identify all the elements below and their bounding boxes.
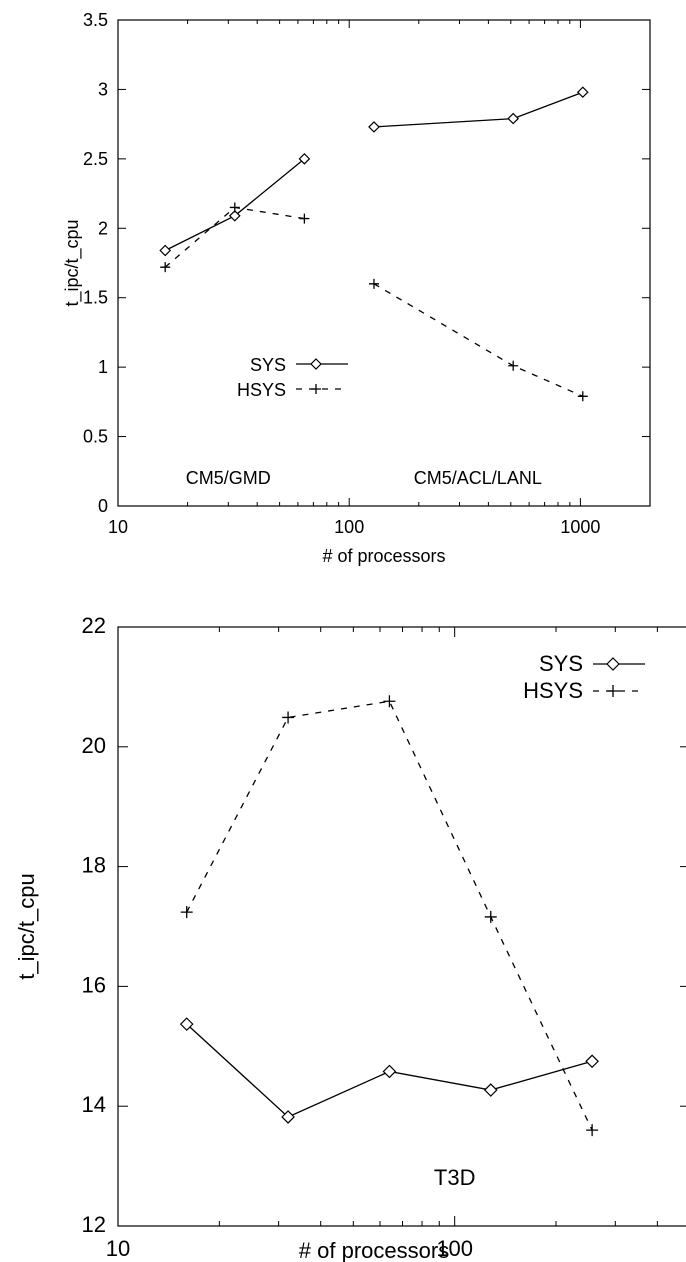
plot-frame (117, 19, 651, 507)
x-tick-label: 10 (108, 517, 128, 537)
series-hsys-point (160, 262, 171, 273)
y-tick-label: 16 (82, 972, 106, 997)
x-tick-label: 100 (436, 1236, 473, 1261)
series-sys-point (159, 244, 172, 257)
series-sys-point (228, 209, 241, 222)
y-tick-label: 3 (98, 79, 108, 99)
x-axis-label: # of processors (322, 546, 445, 566)
series-hsys-line (373, 283, 584, 397)
plus-marker-stroke (508, 360, 519, 371)
y-tick-label: 3.5 (83, 10, 108, 30)
series-sys-point (585, 1054, 599, 1069)
y-tick-label: 20 (82, 733, 106, 758)
y-tick-label: 2.5 (83, 149, 108, 169)
plus-marker-stroke (383, 695, 396, 708)
region-annotation: CM5/GMD (186, 468, 271, 488)
plot-frame (117, 626, 686, 1227)
series-hsys-point (577, 391, 588, 402)
plus-marker-stroke (311, 384, 321, 394)
series-sys-point (281, 1110, 295, 1124)
legend-label: SYS (250, 355, 286, 375)
plus-marker-stroke (586, 1124, 599, 1137)
legend-label: HSYS (237, 380, 286, 400)
series-hsys-line (186, 700, 593, 1131)
series-hsys-point (383, 695, 396, 708)
plus-marker-stroke (299, 213, 310, 224)
legend-plus-marker (311, 384, 321, 394)
x-tick-label: 1000 (560, 517, 600, 537)
legend-plus-marker (607, 685, 619, 697)
series-hsys-point (299, 213, 310, 224)
plus-marker-stroke (160, 262, 171, 273)
series-sys-point (483, 1083, 498, 1097)
plus-marker-stroke (484, 910, 497, 923)
series-hsys-point (484, 910, 497, 923)
series-hsys-point (586, 1124, 599, 1137)
plus-marker-stroke (282, 711, 295, 724)
plus-marker-stroke (577, 391, 588, 402)
legend-label: SYS (539, 651, 583, 676)
plus-marker-stroke (368, 278, 379, 289)
y-tick-label: 1.5 (83, 288, 108, 308)
x-tick-label: 10 (106, 1236, 130, 1261)
series-sys-line (373, 91, 584, 128)
chart-t3d: 12 14 16 18 20 22 10 100# of processors t_ipc/t_… (14, 613, 686, 1262)
y-tick-label: 0 (98, 496, 108, 516)
legend-label: HSYS (523, 678, 583, 703)
y-tick-label: 12 (82, 1212, 106, 1237)
region-annotation: T3D (434, 1165, 476, 1190)
y-axis-label: t_ipc/t_cpu (14, 873, 39, 979)
y-tick-label: 1 (98, 357, 108, 377)
y-tick-label: 2 (98, 218, 108, 238)
region-annotation: CM5/ACL/LANL (414, 468, 542, 488)
legend-diamond-marker (310, 358, 322, 370)
x-axis-label: # of processors (299, 1238, 449, 1262)
series-sys-point (576, 86, 589, 99)
y-tick-label: 18 (82, 853, 106, 878)
plus-marker-stroke (180, 906, 193, 919)
series-sys-point (298, 153, 311, 165)
y-tick-label: 14 (82, 1092, 106, 1117)
y-axis-label: t_ipc/t_cpu (62, 219, 83, 306)
legend-diamond-marker (606, 657, 620, 671)
y-tick-label: 0.5 (83, 427, 108, 447)
plus-marker-stroke (607, 685, 619, 697)
series-hsys-point (508, 360, 519, 371)
series-hsys-point (180, 906, 193, 919)
series-hsys-point (368, 278, 379, 289)
plus-marker-stroke (229, 202, 240, 213)
x-tick-label: 100 (334, 517, 364, 537)
series-sys-point (368, 121, 380, 133)
series-hsys-point (282, 711, 295, 724)
series-sys-point (179, 1017, 194, 1031)
series-sys-point (507, 112, 520, 125)
series-sys-point (382, 1064, 397, 1079)
chart-cm5: 0 0.5 1 1.5 2 2.5 3 3.5 10 100 1000 # of processors… (62, 10, 651, 566)
y-tick-label: 22 (82, 613, 106, 638)
series-hsys-point (229, 202, 240, 213)
